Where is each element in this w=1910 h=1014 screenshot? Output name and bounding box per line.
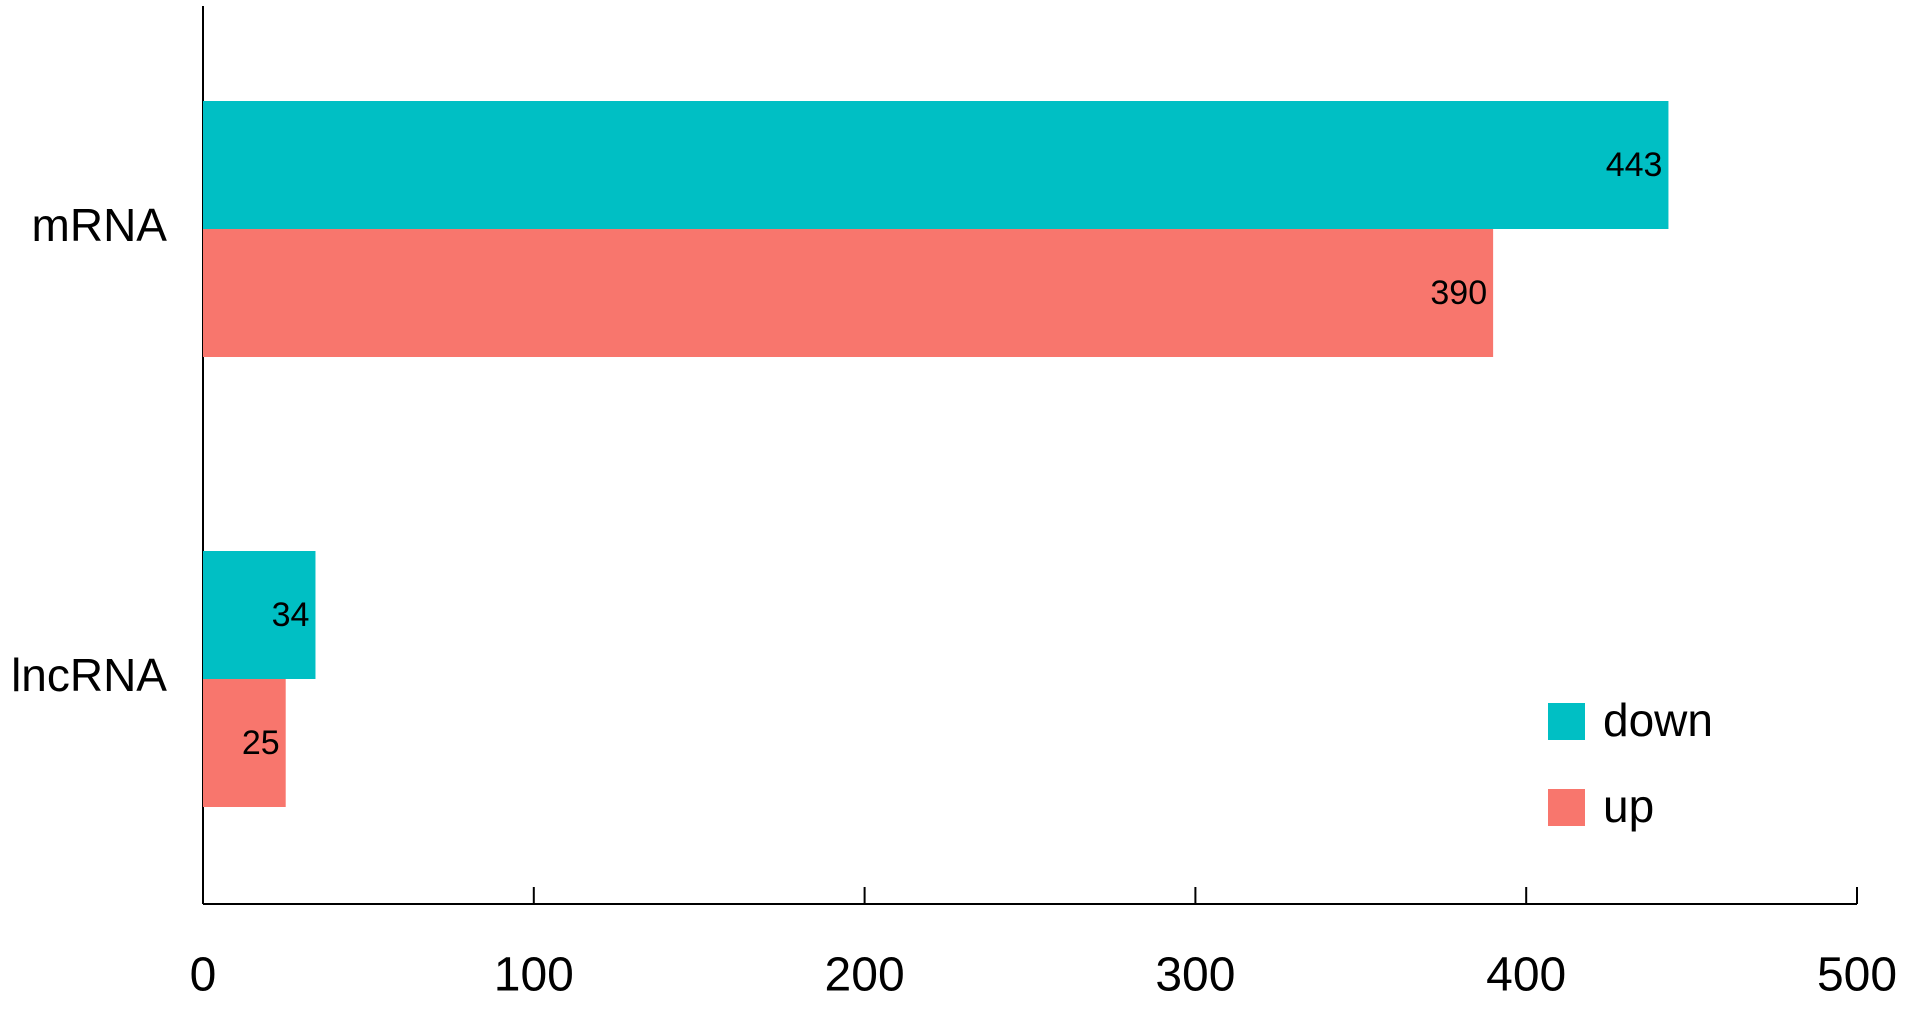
legend-swatch [1548, 703, 1585, 740]
x-tick-label: 400 [1486, 949, 1566, 1002]
bar [203, 101, 1669, 229]
x-tick-label: 300 [1155, 949, 1235, 1002]
x-tick-label: 100 [494, 949, 574, 1002]
x-tick-label: 0 [190, 949, 217, 1002]
y-tick-label: mRNA [32, 199, 168, 251]
x-tick-label: 200 [825, 949, 905, 1002]
bar [203, 229, 1494, 357]
data-label: 34 [272, 596, 310, 634]
legend-label: down [1603, 694, 1713, 746]
data-label: 25 [242, 724, 280, 762]
data-label: 390 [1430, 274, 1487, 312]
x-tick-label: 500 [1817, 949, 1897, 1002]
legend-swatch [1548, 789, 1585, 826]
y-tick-label: lncRNA [11, 649, 167, 701]
bar [203, 551, 316, 679]
bar [203, 679, 286, 807]
data-label: 443 [1606, 146, 1663, 184]
legend-label: up [1603, 780, 1654, 832]
